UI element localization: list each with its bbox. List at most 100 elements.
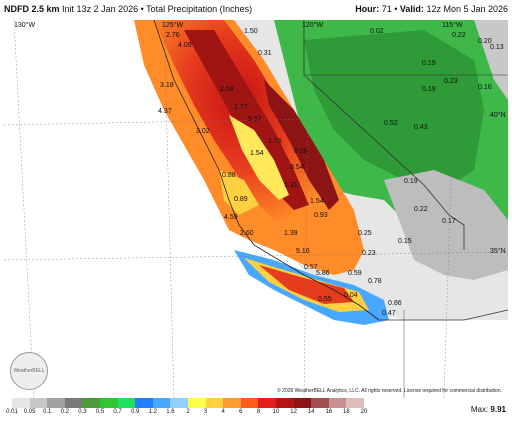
point-value: 0.04	[344, 292, 358, 299]
point-value: 0.93	[314, 212, 328, 219]
point-value: 1.54	[310, 198, 324, 205]
lon-label-125: 125°W	[162, 22, 184, 29]
point-value: 0.23	[444, 78, 458, 85]
point-value: 0.43	[414, 124, 428, 131]
lon-label-130: 130°W	[14, 22, 36, 29]
legend-tick-label: 0.01	[6, 409, 18, 415]
point-value: 2.59	[220, 86, 234, 93]
point-value: 0.86	[388, 300, 402, 307]
point-value: 0.31	[258, 50, 272, 57]
legend-tick-label: 8	[256, 409, 261, 415]
lat-label-40: 40°N	[490, 112, 506, 119]
point-value: 0.55	[318, 296, 332, 303]
point-value: 1.54	[250, 150, 264, 157]
point-value: 0.20	[478, 38, 492, 45]
point-value: 1.50	[244, 28, 258, 35]
legend-ticks: 0.01 0.05 0.1 0.2 0.3 0.5 0.7 0.9 1.2 1.6 2 3 4 6 8 10 1…	[6, 409, 367, 419]
point-value: 5.16	[296, 248, 310, 255]
lat-label-35: 35°N	[490, 248, 506, 255]
legend-swatch	[258, 398, 276, 408]
point-value: 0.47	[382, 310, 396, 317]
lon-label-120: 120°W	[302, 22, 324, 29]
legend-swatch	[12, 398, 30, 408]
point-value: 2.76	[166, 32, 180, 39]
precip-map[interactable]: 130°W 125°W 120°W 115°W 40°N 35°N 2.76 4…	[4, 20, 508, 398]
legend-tick-label: 0.05	[23, 409, 36, 415]
max-label: Max:	[470, 405, 489, 414]
legend-swatch	[29, 398, 48, 408]
point-value: 0.19	[422, 86, 436, 93]
legend-tick-label: 1.6	[166, 409, 175, 415]
hour-label: Hour:	[355, 4, 380, 14]
point-value: 0.22	[452, 32, 466, 39]
point-value: 5.86	[316, 270, 330, 277]
point-value: 1.39	[284, 230, 298, 237]
legend-swatch	[311, 398, 329, 408]
legend-tick-label: 1.2	[148, 409, 157, 415]
legend-swatch	[205, 398, 224, 408]
point-value: 0.88	[222, 172, 236, 179]
point-value: 0.19	[404, 178, 418, 185]
legend-tick-label: 20	[360, 409, 368, 415]
point-value: 0.57	[304, 264, 318, 271]
header-bar: NDFD 2.5 km Init 13z 2 Jan 2026 • Total …	[0, 0, 512, 20]
point-value: 2.60	[240, 230, 254, 237]
point-value: 0.59	[348, 270, 362, 277]
valid-value: 12z Mon 5 Jan 2026	[426, 4, 508, 14]
init-time: Init 13z 2 Jan 2026	[62, 4, 139, 14]
field-name: Total Precipitation (Inches)	[146, 4, 253, 14]
lon-label-115: 115°W	[442, 22, 463, 29]
point-value: 0.13	[490, 44, 504, 51]
weatherbell-logo: WeatherBELL	[10, 352, 48, 390]
legend-tick-label: 16	[325, 409, 333, 415]
legend-swatch	[152, 398, 171, 408]
point-value: 4.59	[224, 214, 238, 221]
valid-label: Valid:	[399, 4, 424, 14]
legend-swatch	[64, 398, 83, 408]
legend-tick-label: 12	[290, 409, 297, 415]
legend-tick-label: 0.5	[95, 409, 105, 415]
point-value: 1.76	[268, 138, 282, 145]
point-value: 0.89	[234, 196, 248, 203]
legend-tick-label: 0.9	[131, 409, 140, 415]
point-value: 3.54	[290, 164, 304, 171]
max-readout: Max: 9.91	[471, 405, 506, 414]
separator: •	[140, 4, 144, 14]
legend-tick-label: 10	[272, 409, 280, 415]
point-value: 0.22	[414, 206, 428, 213]
legend-swatch	[240, 398, 259, 408]
point-value: 0.28	[294, 148, 308, 155]
point-value: 1.31	[284, 182, 298, 189]
legend-swatch	[47, 398, 65, 408]
point-value: 4.37	[158, 108, 172, 115]
legend-swatch	[275, 398, 294, 408]
max-value: 9.91	[490, 405, 506, 414]
legend-swatch	[99, 398, 118, 408]
legend-swatch	[187, 398, 206, 408]
point-value: 0.25	[358, 230, 372, 237]
point-value: 1.77	[234, 104, 248, 111]
legend-swatch	[293, 398, 312, 408]
point-value: 0.23	[362, 250, 376, 257]
point-value: 5.57	[248, 116, 262, 123]
legend-swatch	[135, 398, 153, 408]
title-left: NDFD 2.5 km Init 13z 2 Jan 2026 • Total …	[4, 4, 252, 14]
legend-tick-label: 3	[203, 409, 208, 415]
legend-tick-label: 2	[186, 409, 190, 415]
color-legend	[12, 398, 364, 408]
point-value: 0.15	[398, 238, 412, 245]
legend-tick-label: 18	[343, 409, 350, 415]
legend-tick-label: 0.7	[113, 409, 122, 415]
point-value: 0.02	[370, 28, 384, 35]
map-canvas	[4, 20, 508, 398]
point-value: 0.17	[442, 218, 456, 225]
point-value: 0.52	[384, 120, 398, 127]
legend-swatch	[82, 398, 100, 408]
legend-tick-label: 0.2	[60, 409, 69, 415]
point-value: 0.78	[368, 278, 382, 285]
legend-swatch	[117, 398, 136, 408]
hour-value: 71	[381, 4, 392, 14]
legend-tick-label: 6	[239, 409, 243, 415]
point-value: 3.02	[196, 128, 210, 135]
point-value: 0.16	[478, 84, 492, 91]
